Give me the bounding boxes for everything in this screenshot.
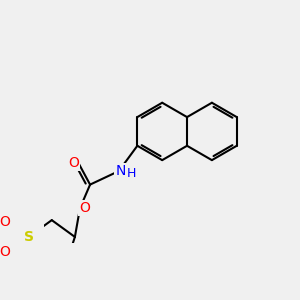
Text: O: O (0, 245, 11, 259)
Text: O: O (68, 156, 79, 170)
Text: O: O (0, 215, 11, 229)
Text: S: S (24, 230, 34, 244)
Text: H: H (127, 167, 136, 180)
Text: N: N (115, 164, 126, 178)
Text: O: O (80, 201, 91, 215)
